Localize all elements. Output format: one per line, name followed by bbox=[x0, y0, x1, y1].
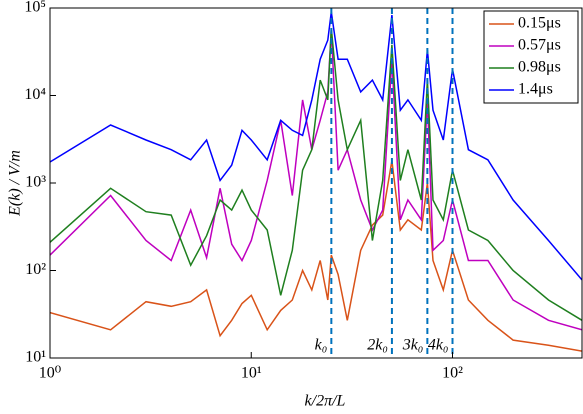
y-tick-label: 10¹ bbox=[25, 349, 46, 366]
series-line bbox=[50, 160, 582, 352]
y-tick-label: 10³ bbox=[25, 174, 46, 191]
series-line bbox=[50, 28, 582, 321]
legend-label: 0.98μs bbox=[518, 59, 561, 76]
legend bbox=[483, 10, 579, 104]
reference-label: 4k₀ bbox=[428, 337, 449, 354]
reference-label: k₀ bbox=[315, 337, 328, 354]
x-tick-label: 10¹ bbox=[241, 365, 262, 382]
legend-label: 0.57μs bbox=[518, 37, 561, 54]
x-axis-label: k/2π/L bbox=[305, 393, 346, 410]
y-tick-label: 10² bbox=[25, 261, 46, 278]
reference-label: 3k₀ bbox=[402, 337, 424, 354]
x-tick-label: 10⁰ bbox=[39, 365, 61, 382]
legend-label: 0.15μs bbox=[518, 15, 561, 32]
series-line bbox=[50, 29, 582, 331]
plot bbox=[50, 8, 582, 358]
y-tick-label: 10⁵ bbox=[24, 0, 46, 16]
y-axis-label: E(k) / V/m bbox=[7, 150, 24, 217]
series-line bbox=[50, 11, 582, 281]
x-tick-label: 10² bbox=[442, 365, 463, 382]
legend-label: 1.4μs bbox=[518, 81, 553, 98]
reference-label: 2k₀ bbox=[367, 337, 388, 354]
y-tick-label: 10⁴ bbox=[24, 86, 46, 103]
